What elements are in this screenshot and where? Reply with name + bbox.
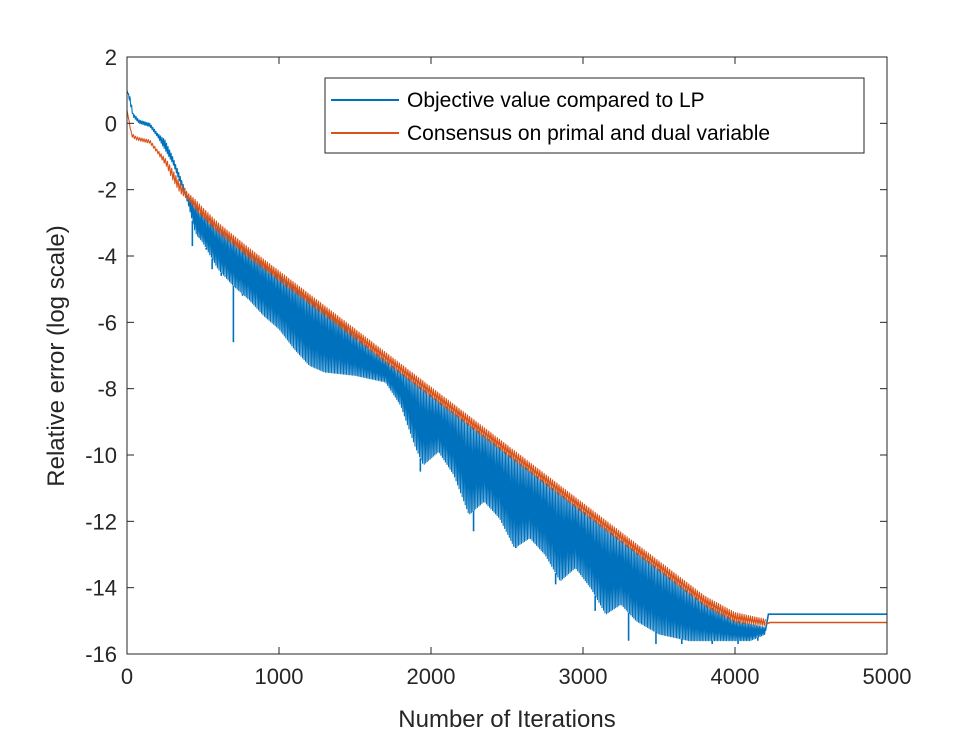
y-tick-label: -12	[85, 509, 117, 534]
legend-entry-consensus: Consensus on primal and dual variable	[407, 122, 770, 145]
y-tick-label: -16	[85, 642, 117, 667]
y-tick-label: 2	[105, 45, 117, 70]
x-tick-label: 0	[121, 664, 133, 689]
x-tick-label: 2000	[407, 664, 456, 689]
ticks-layer: 0 1000 2000 3000 4000 5000 2 0 -2 -4 -6 -8 -10 -12 -14…	[85, 45, 911, 689]
legend-box	[324, 77, 865, 154]
y-axis-label: Relative error (log scale)	[43, 225, 70, 486]
y-tick-label: -14	[85, 576, 117, 601]
y-tick-label: -2	[97, 178, 117, 203]
series-consensus	[127, 110, 887, 627]
legend-entry-objective: Objective value compared to LP	[407, 89, 705, 112]
x-tick-label: 4000	[711, 664, 760, 689]
x-tick-label: 5000	[863, 664, 912, 689]
y-tick-label: 0	[105, 111, 117, 136]
y-tick-label: -10	[85, 443, 117, 468]
x-tick-label: 1000	[255, 664, 304, 689]
series-objective	[127, 90, 887, 645]
legend: Objective value compared to LP Consensus…	[324, 77, 865, 154]
series-layer	[127, 90, 887, 645]
plot-box	[126, 56, 888, 655]
y-tick-label: -4	[97, 244, 117, 269]
x-axis-label: Number of Iterations	[398, 706, 615, 733]
y-tick-label: -6	[97, 310, 117, 335]
y-tick-label: -8	[97, 377, 117, 402]
series-plateau	[765, 621, 887, 625]
series-plateau	[764, 613, 887, 631]
x-tick-label: 3000	[559, 664, 608, 689]
series-trace	[127, 90, 766, 642]
series-trace	[127, 110, 766, 627]
